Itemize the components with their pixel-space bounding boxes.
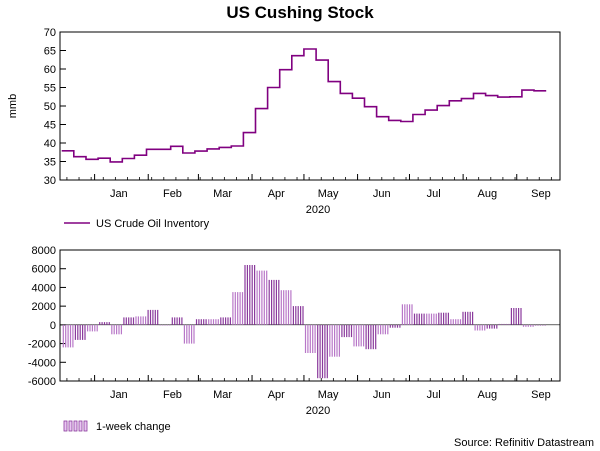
change-bar xyxy=(426,313,437,325)
bottom-y-tick-label: 0 xyxy=(50,320,56,332)
change-bar xyxy=(413,313,425,325)
bottom-y-tick-label: 8000 xyxy=(32,245,56,257)
bottom-legend-label: 1-week change xyxy=(96,421,171,433)
change-bar xyxy=(365,324,377,350)
bottom-legend-swatch xyxy=(63,420,88,432)
top-y-tick-label: 40 xyxy=(44,138,56,150)
change-bar xyxy=(135,316,147,325)
bottom-plot-frame xyxy=(59,249,561,382)
change-bar xyxy=(256,270,268,325)
top-x-month-label: Apr xyxy=(268,188,285,200)
change-bar xyxy=(510,308,522,325)
chart-title: US Cushing Stock xyxy=(226,3,374,22)
bottom-legend: 1-week change xyxy=(63,420,171,433)
inventory-line xyxy=(61,48,547,163)
change-bar xyxy=(377,324,389,335)
top-y-tick-label: 30 xyxy=(44,175,56,187)
top-x-month-label: Feb xyxy=(163,188,182,200)
change-bar xyxy=(111,324,122,335)
change-bar xyxy=(341,324,353,338)
change-bar xyxy=(474,324,486,331)
top-panel: 30 35 40 45 50 55 60 65 70 Jan Feb Mar Apr May Jun Jul… xyxy=(7,27,561,216)
change-bar xyxy=(535,324,546,326)
bottom-x-month-label: Jan xyxy=(110,389,128,401)
bottom-y-tick-label: -4000 xyxy=(28,357,56,369)
change-bar xyxy=(304,324,316,353)
top-x-month-label: Aug xyxy=(478,188,498,200)
bottom-y-tick-label: 2000 xyxy=(32,301,56,313)
change-bar xyxy=(62,324,74,348)
top-x-axis-year: 2020 xyxy=(306,204,330,216)
top-legend-label: US Crude Oil Inventory xyxy=(96,218,210,230)
bottom-x-month-label: Apr xyxy=(268,389,285,401)
bottom-x-month-label: Feb xyxy=(163,389,182,401)
top-y-tick-label: 65 xyxy=(44,46,56,58)
change-bar xyxy=(462,311,474,325)
change-bar xyxy=(486,324,498,329)
change-bar xyxy=(232,292,244,325)
bottom-x-month-label: Mar xyxy=(213,389,232,401)
top-x-month-label: May xyxy=(318,188,339,200)
change-bar xyxy=(353,324,365,347)
bottom-x-month-label: May xyxy=(318,389,339,401)
change-bar xyxy=(220,317,231,325)
top-x-month-label: Mar xyxy=(213,188,232,200)
bottom-x-month-label: Jul xyxy=(427,389,441,401)
top-y-tick-label: 60 xyxy=(44,64,56,76)
change-bar xyxy=(159,324,171,326)
change-bar xyxy=(292,306,304,325)
bottom-y-tick-label: 6000 xyxy=(32,264,56,276)
change-bar xyxy=(99,322,110,325)
top-y-axis-label: mmb xyxy=(7,94,19,118)
change-bar xyxy=(268,279,280,325)
change-bar xyxy=(329,324,340,357)
top-y-tick-label: 35 xyxy=(44,157,56,169)
change-bar xyxy=(498,323,510,325)
change-bar xyxy=(244,265,256,325)
top-x-month-label: Jul xyxy=(427,188,441,200)
change-bar xyxy=(87,324,98,332)
change-bar xyxy=(450,319,462,325)
bottom-x-axis-year: 2020 xyxy=(306,405,330,417)
change-bar xyxy=(195,319,207,325)
change-bar xyxy=(522,324,534,327)
top-legend: US Crude Oil Inventory xyxy=(64,218,210,230)
change-bar xyxy=(74,324,86,340)
source-note: Source: Refinitiv Datastream xyxy=(454,437,594,449)
bottom-panel: -6000 -4000 -2000 0 2000 4000 6000 8000 Jan Feb M… xyxy=(28,245,561,417)
change-bar xyxy=(123,317,135,325)
change-bar xyxy=(389,324,401,328)
bottom-y-tick-label: 4000 xyxy=(32,282,56,294)
top-y-tick-label: 45 xyxy=(44,120,56,132)
bottom-y-tick-label: -2000 xyxy=(28,339,56,351)
change-bar xyxy=(147,309,159,325)
change-bar xyxy=(183,324,195,344)
bottom-y-tick-label: -6000 xyxy=(28,376,56,388)
change-bar xyxy=(317,324,328,379)
top-y-tick-label: 50 xyxy=(44,101,56,113)
change-bar xyxy=(171,317,183,325)
bottom-x-month-label: Sep xyxy=(531,389,551,401)
top-x-month-label: Jan xyxy=(110,188,128,200)
bottom-x-month-label: Jun xyxy=(373,389,391,401)
bottom-x-month-label: Aug xyxy=(478,389,498,401)
top-x-month-label: Sep xyxy=(531,188,551,200)
change-bar xyxy=(401,304,413,325)
change-bar xyxy=(208,319,219,325)
change-bar xyxy=(438,312,449,325)
top-y-tick-label: 70 xyxy=(44,27,56,39)
top-x-month-label: Jun xyxy=(373,188,391,200)
change-bar xyxy=(280,290,292,325)
top-y-tick-label: 55 xyxy=(44,83,56,95)
